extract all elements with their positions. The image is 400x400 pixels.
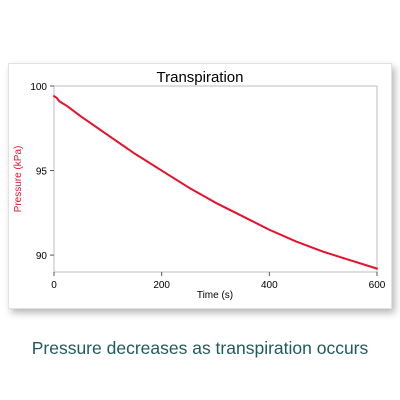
chart-card: Transpiration 0 200 400 600 90 95 100 Time (s… (8, 63, 392, 309)
chart: Transpiration 0 200 400 600 90 95 100 Time (s… (13, 69, 386, 301)
plot-frame (53, 85, 378, 273)
series-layer (53, 95, 378, 270)
x-axis: 0 200 400 600 (51, 272, 386, 291)
y-tick-label: 90 (36, 251, 48, 262)
x-tick-label: 600 (369, 280, 386, 291)
x-tick-label: 400 (261, 280, 278, 291)
y-axis: 90 95 100 (30, 82, 54, 262)
y-axis-label: Pressure (kPa) (13, 146, 24, 213)
y-tick-label: 95 (36, 167, 48, 178)
x-tick-label: 200 (153, 280, 170, 291)
x-tick-label: 0 (51, 280, 57, 291)
caption: Pressure decreases as transpiration occu… (31, 338, 369, 358)
pressure-series-line (53, 95, 378, 270)
chart-title: Transpiration (157, 69, 244, 86)
x-axis-label: Time (s) (197, 290, 233, 301)
y-tick-label: 100 (30, 82, 47, 93)
